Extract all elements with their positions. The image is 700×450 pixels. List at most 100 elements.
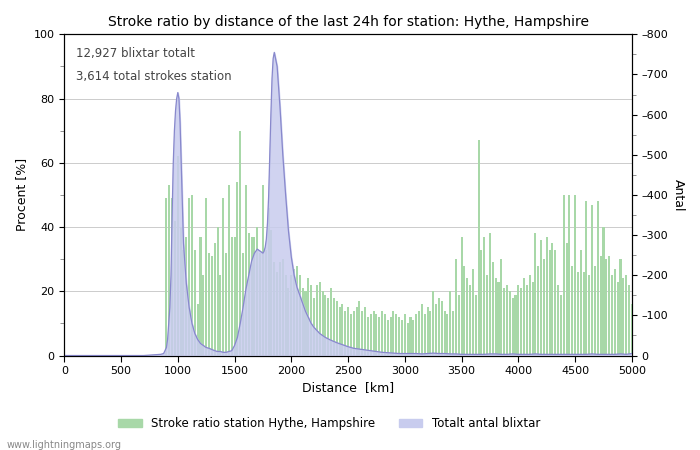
Bar — [358, 301, 361, 356]
Bar — [276, 272, 278, 356]
Bar — [432, 291, 434, 356]
Bar — [253, 237, 256, 356]
Bar — [620, 259, 622, 356]
Bar — [390, 317, 392, 356]
Bar — [407, 324, 409, 356]
Bar — [330, 288, 332, 356]
Bar — [477, 140, 480, 356]
Bar — [313, 298, 315, 356]
Bar — [514, 294, 517, 356]
Bar — [582, 272, 584, 356]
Bar — [299, 275, 301, 356]
Bar — [600, 256, 602, 356]
Bar — [302, 288, 304, 356]
Bar — [611, 275, 613, 356]
Bar — [489, 234, 491, 356]
Text: 3,614 total strokes station: 3,614 total strokes station — [76, 70, 231, 83]
Bar — [324, 294, 326, 356]
Bar — [214, 243, 216, 356]
Bar — [466, 279, 468, 356]
Bar — [339, 307, 341, 356]
Bar — [183, 250, 185, 356]
Y-axis label: Procent [%]: Procent [%] — [15, 158, 28, 231]
Bar — [216, 227, 218, 356]
Bar — [199, 237, 202, 356]
Bar — [177, 157, 178, 356]
Bar — [585, 201, 587, 356]
Bar — [500, 259, 503, 356]
Bar — [384, 314, 386, 356]
Bar — [486, 275, 488, 356]
Bar — [165, 198, 167, 356]
Bar — [543, 259, 545, 356]
Bar — [608, 256, 610, 356]
Bar — [273, 262, 275, 356]
Bar — [506, 285, 508, 356]
Bar — [205, 198, 207, 356]
Bar — [469, 285, 471, 356]
Bar — [571, 266, 573, 356]
Bar — [512, 298, 514, 356]
Bar — [307, 279, 309, 356]
Bar — [372, 310, 375, 356]
Bar — [495, 279, 497, 356]
Bar — [628, 285, 630, 356]
Bar — [441, 301, 442, 356]
Bar — [444, 310, 446, 356]
Bar — [546, 237, 547, 356]
Bar — [531, 282, 533, 356]
Bar — [239, 130, 241, 356]
Bar — [557, 285, 559, 356]
Bar — [523, 279, 525, 356]
Bar — [597, 201, 598, 356]
Bar — [574, 195, 576, 356]
Bar — [410, 317, 412, 356]
Bar — [318, 282, 321, 356]
Bar — [288, 288, 290, 356]
Bar — [401, 320, 403, 356]
Bar — [222, 198, 224, 356]
Bar — [265, 250, 267, 356]
Bar — [336, 301, 337, 356]
Bar — [458, 294, 460, 356]
Bar — [447, 314, 449, 356]
Bar — [588, 275, 590, 356]
Bar — [231, 237, 232, 356]
Text: www.lightningmaps.org: www.lightningmaps.org — [7, 440, 122, 450]
Bar — [424, 314, 426, 356]
Bar — [245, 185, 247, 356]
Bar — [435, 304, 437, 356]
Bar — [455, 259, 457, 356]
Bar — [219, 275, 221, 356]
Bar — [225, 253, 227, 356]
Bar — [234, 237, 236, 356]
Bar — [631, 304, 633, 356]
Bar — [188, 198, 190, 356]
Bar — [180, 227, 182, 356]
Bar — [625, 275, 627, 356]
Bar — [537, 266, 539, 356]
Bar — [461, 237, 463, 356]
Bar — [526, 285, 528, 356]
Bar — [262, 185, 264, 356]
Bar — [171, 198, 173, 356]
Bar — [483, 237, 485, 356]
Bar — [517, 285, 519, 356]
Bar — [304, 291, 307, 356]
Bar — [186, 237, 188, 356]
Legend: Stroke ratio station Hythe, Hampshire, Totalt antal blixtar: Stroke ratio station Hythe, Hampshire, T… — [113, 413, 545, 435]
Bar — [387, 320, 388, 356]
Bar — [191, 195, 193, 356]
Bar — [211, 256, 213, 356]
X-axis label: Distance  [km]: Distance [km] — [302, 382, 394, 395]
Bar — [353, 310, 355, 356]
Bar — [603, 227, 605, 356]
Bar — [202, 275, 204, 356]
Bar — [285, 275, 287, 356]
Bar — [344, 310, 346, 356]
Bar — [174, 220, 176, 356]
Bar — [534, 234, 536, 356]
Bar — [563, 195, 565, 356]
Bar — [509, 291, 511, 356]
Bar — [228, 185, 230, 356]
